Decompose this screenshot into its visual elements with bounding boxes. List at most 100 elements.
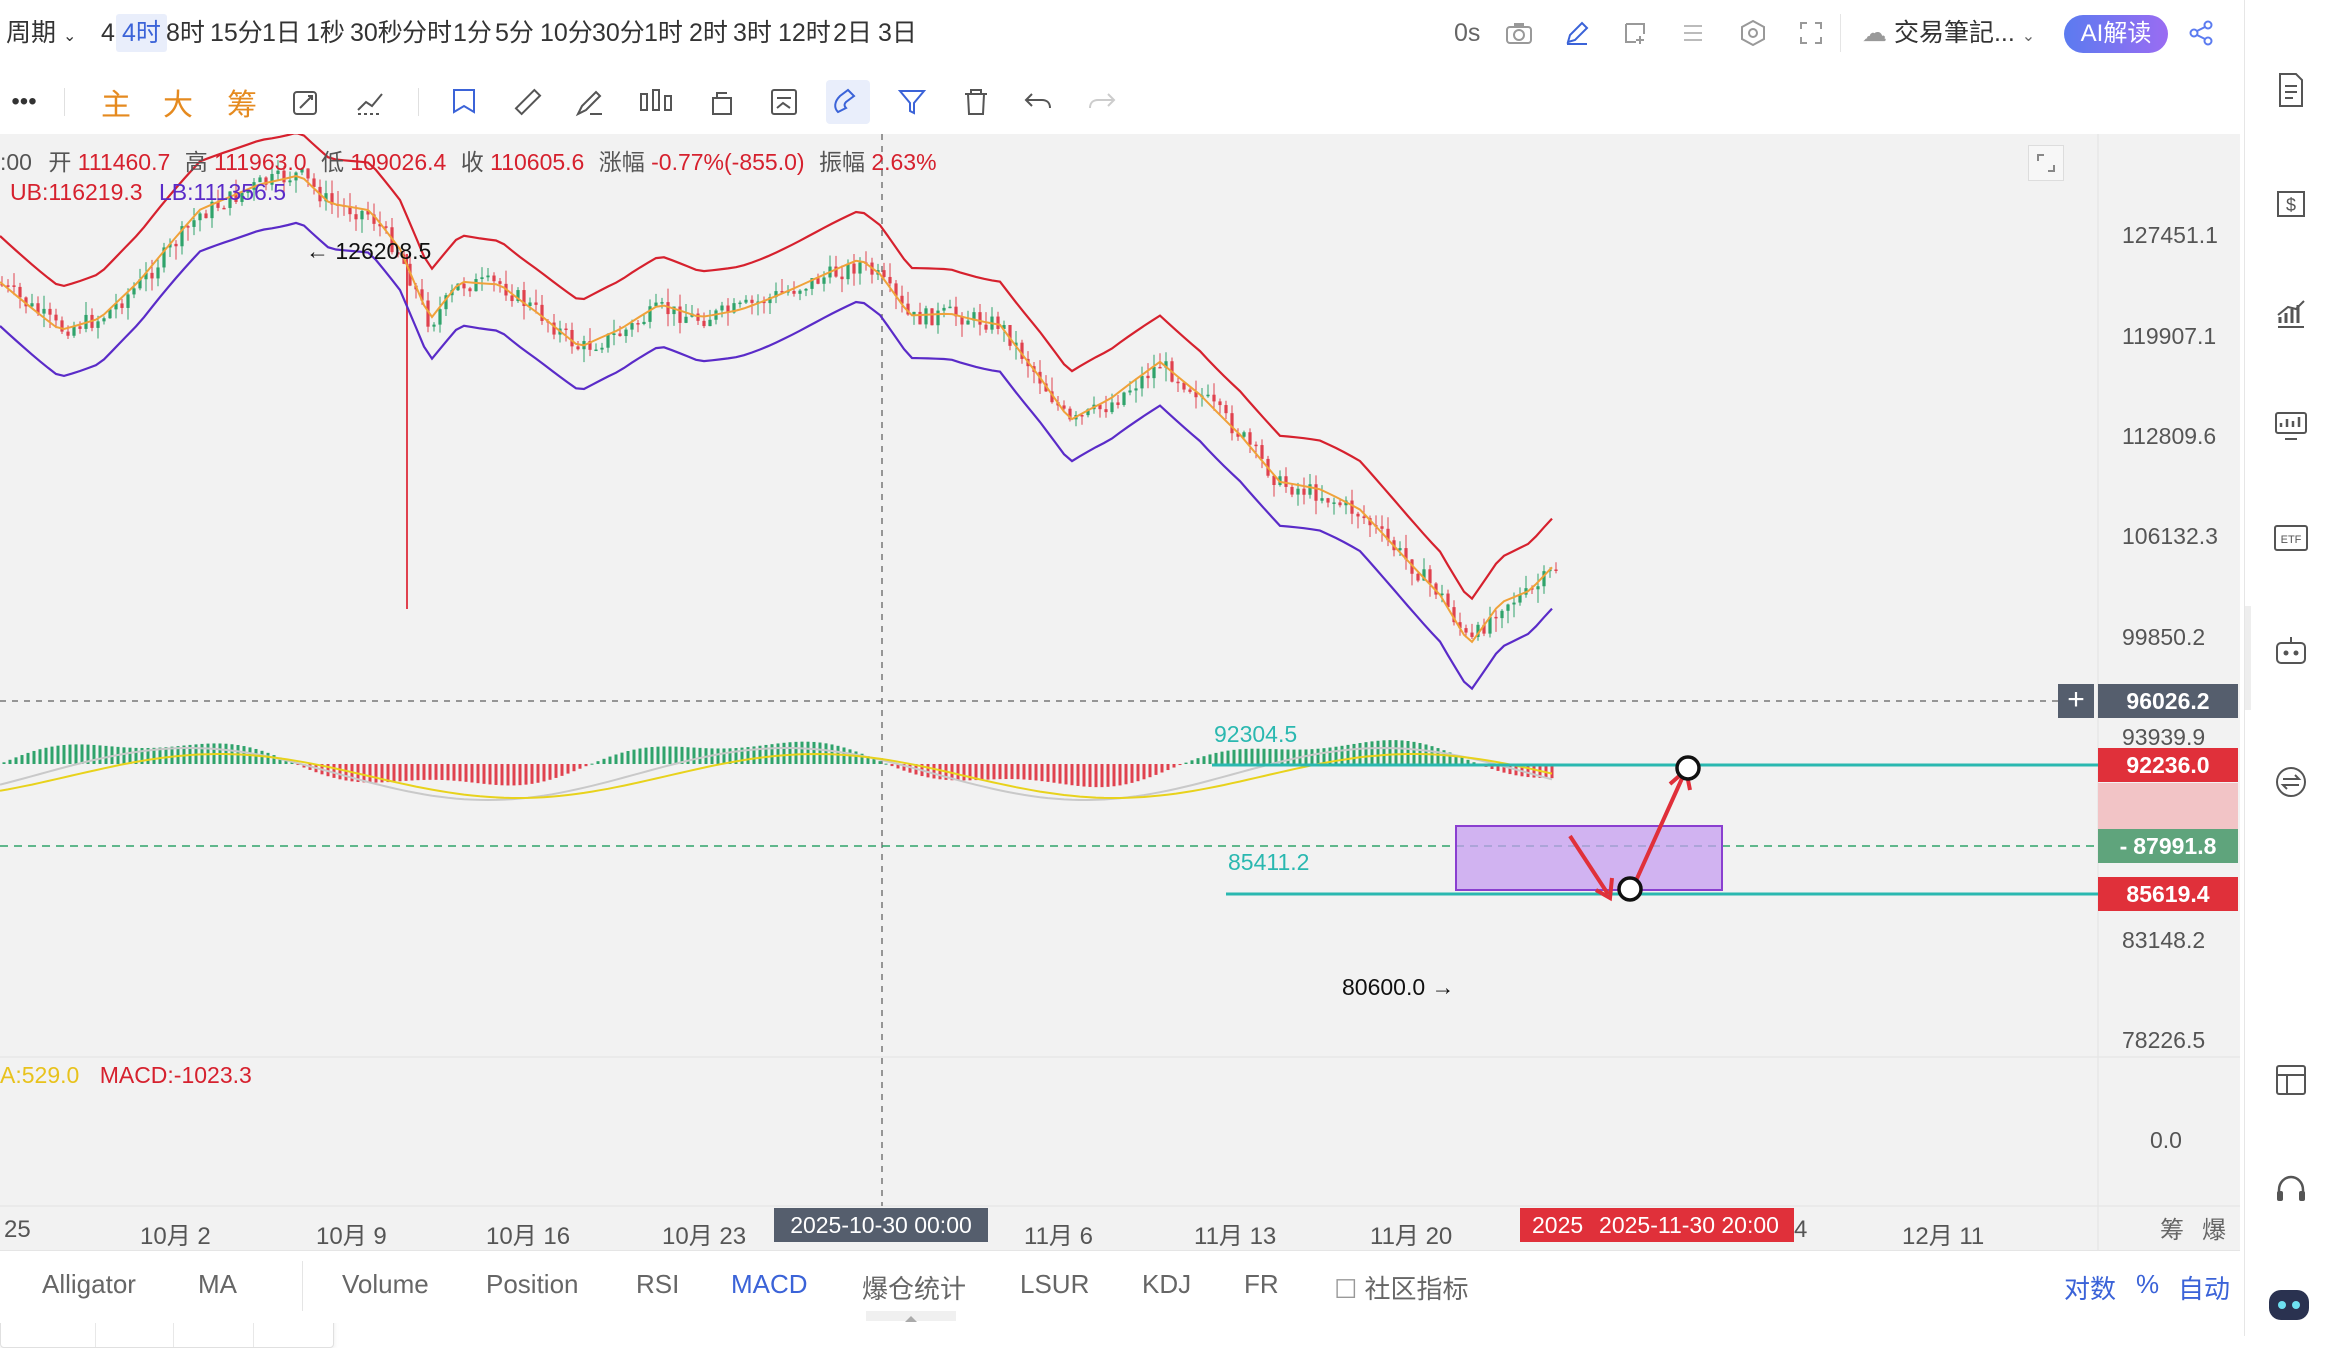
tab-community-indicators[interactable]: ☐ 社区指标 <box>1334 1269 1469 1306</box>
more-icon[interactable]: ••• <box>11 88 37 115</box>
list-icon[interactable] <box>1674 14 1712 52</box>
add-alert-plus-icon[interactable]: + <box>2058 684 2094 718</box>
monitor-icon[interactable] <box>2269 404 2313 448</box>
chart-area[interactable]: :00 开 111460.7 高 111963.0 低 109026.4 收 1… <box>0 134 2240 1348</box>
candle-body <box>762 301 766 304</box>
macd-bar <box>20 755 24 764</box>
template-icon[interactable] <box>762 80 806 124</box>
tf-2h[interactable]: 2时 <box>689 19 728 47</box>
ruler-icon[interactable] <box>506 80 550 124</box>
candle-body <box>594 349 598 352</box>
macd-bar <box>872 758 876 764</box>
replay-icon[interactable] <box>284 80 328 124</box>
lock-icon[interactable] <box>700 80 744 124</box>
tf-12h[interactable]: 12时 <box>778 19 831 47</box>
candle-body <box>1338 502 1342 506</box>
big-order-button[interactable]: 大 <box>163 89 193 122</box>
undo-icon[interactable] <box>1016 80 1060 124</box>
price-chart[interactable] <box>0 134 2240 1250</box>
document-icon[interactable] <box>2269 68 2313 112</box>
tab-fr[interactable]: FR <box>1244 1269 1279 1299</box>
candles-icon[interactable] <box>634 80 678 124</box>
macd-bar <box>698 747 702 764</box>
chip-button[interactable]: 筹 <box>227 89 257 122</box>
tf-1d[interactable]: 1日 <box>262 19 301 47</box>
bookmark-icon[interactable] <box>442 80 486 124</box>
fullscreen-icon[interactable] <box>1792 14 1830 52</box>
delete-icon[interactable] <box>954 80 998 124</box>
candle-body <box>1086 409 1090 416</box>
tf-time[interactable]: 分时 <box>402 19 453 47</box>
log-scale-toggle[interactable]: 对数 <box>2064 1274 2117 1304</box>
tf-30s[interactable]: 30秒 <box>350 19 403 47</box>
macd-bar <box>770 744 774 764</box>
tf-3d[interactable]: 3日 <box>878 19 917 47</box>
tf-1h[interactable]: 1时 <box>644 19 683 47</box>
divider <box>302 1261 303 1311</box>
tf-3h[interactable]: 3时 <box>733 19 772 47</box>
tf-1s[interactable]: 1秒 <box>306 19 345 47</box>
etf-icon[interactable]: ETF <box>2269 516 2313 560</box>
brush-icon[interactable] <box>568 80 612 124</box>
tab-kdj[interactable]: KDJ <box>1142 1269 1192 1299</box>
trading-notes-dropdown[interactable]: ☁ 交易筆記... ⌄ <box>1856 14 2041 52</box>
auto-scale-toggle[interactable]: 自动 <box>2178 1274 2231 1304</box>
tf-15m[interactable]: 15分 <box>210 19 263 47</box>
macd-bar <box>470 764 474 783</box>
tab-liquidation-stats[interactable]: 爆仓统计 <box>862 1274 967 1304</box>
alert-line-icon[interactable] <box>348 80 392 124</box>
macd-bar <box>962 764 966 781</box>
candle-body <box>312 178 316 187</box>
tf-5m[interactable]: 5分 <box>495 19 534 47</box>
chart-stats-icon[interactable] <box>2269 292 2313 336</box>
divider <box>64 88 65 116</box>
candle-body <box>1398 548 1402 551</box>
redo-icon[interactable] <box>1080 80 1124 124</box>
layout-icon[interactable] <box>2269 1058 2313 1102</box>
tab-position[interactable]: Position <box>486 1269 579 1299</box>
period-dropdown[interactable]: 周期 ⌄ <box>0 14 82 52</box>
magnet-icon[interactable] <box>826 80 870 124</box>
candle-body <box>1494 616 1498 619</box>
candle-body <box>1152 366 1156 379</box>
axis-chip-label[interactable]: 筹 <box>2160 1217 2184 1244</box>
macd-bar <box>344 764 348 781</box>
tab-macd[interactable]: MACD <box>731 1269 808 1299</box>
candle-body <box>894 283 898 296</box>
cloud-icon: ☁ <box>1862 19 1887 47</box>
share-icon[interactable] <box>2182 14 2220 52</box>
ai-interpret-button[interactable]: AI解读 <box>2064 15 2168 53</box>
filter-icon[interactable] <box>890 80 934 124</box>
tab-alligator[interactable]: Alligator <box>42 1269 136 1299</box>
sidebar-collapse-handle[interactable] <box>2245 606 2251 710</box>
tf-8h[interactable]: 8时 <box>166 19 205 47</box>
headset-icon[interactable] <box>2269 1168 2313 1212</box>
tab-rsi[interactable]: RSI <box>636 1269 680 1299</box>
candle-body <box>1194 391 1198 398</box>
tf-4h[interactable]: 4时 <box>116 14 167 52</box>
tf-2d[interactable]: 2日 <box>833 19 872 47</box>
assistant-bot-icon[interactable] <box>2265 1282 2313 1326</box>
main-indicator-button[interactable]: 主 <box>101 89 131 122</box>
panel-handle[interactable] <box>866 1311 956 1322</box>
pencil-icon[interactable] <box>1558 14 1596 52</box>
swap-icon[interactable] <box>2269 760 2313 804</box>
tab-volume[interactable]: Volume <box>342 1269 429 1299</box>
tf-30m[interactable]: 30分 <box>592 19 645 47</box>
camera-icon[interactable] <box>1500 14 1538 52</box>
robot-icon[interactable] <box>2269 628 2313 672</box>
settings-icon[interactable] <box>1734 14 1772 52</box>
tab-ma[interactable]: MA <box>198 1269 237 1299</box>
percent-scale-toggle[interactable]: % <box>2136 1269 2160 1299</box>
funds-icon[interactable]: $ <box>2269 180 2313 224</box>
tf-10m[interactable]: 10分 <box>540 19 593 47</box>
add-chart-icon[interactable] <box>1616 14 1654 52</box>
tf-1m[interactable]: 1分 <box>453 19 492 47</box>
expand-icon[interactable] <box>2028 145 2064 181</box>
tab-lsur[interactable]: LSUR <box>1020 1269 1090 1299</box>
macd-bar <box>542 764 546 782</box>
macd-bar <box>1094 764 1098 788</box>
candle-body <box>516 290 520 302</box>
axis-liquidation-label[interactable]: 爆 <box>2202 1217 2226 1244</box>
macd-bar <box>1436 748 1440 764</box>
